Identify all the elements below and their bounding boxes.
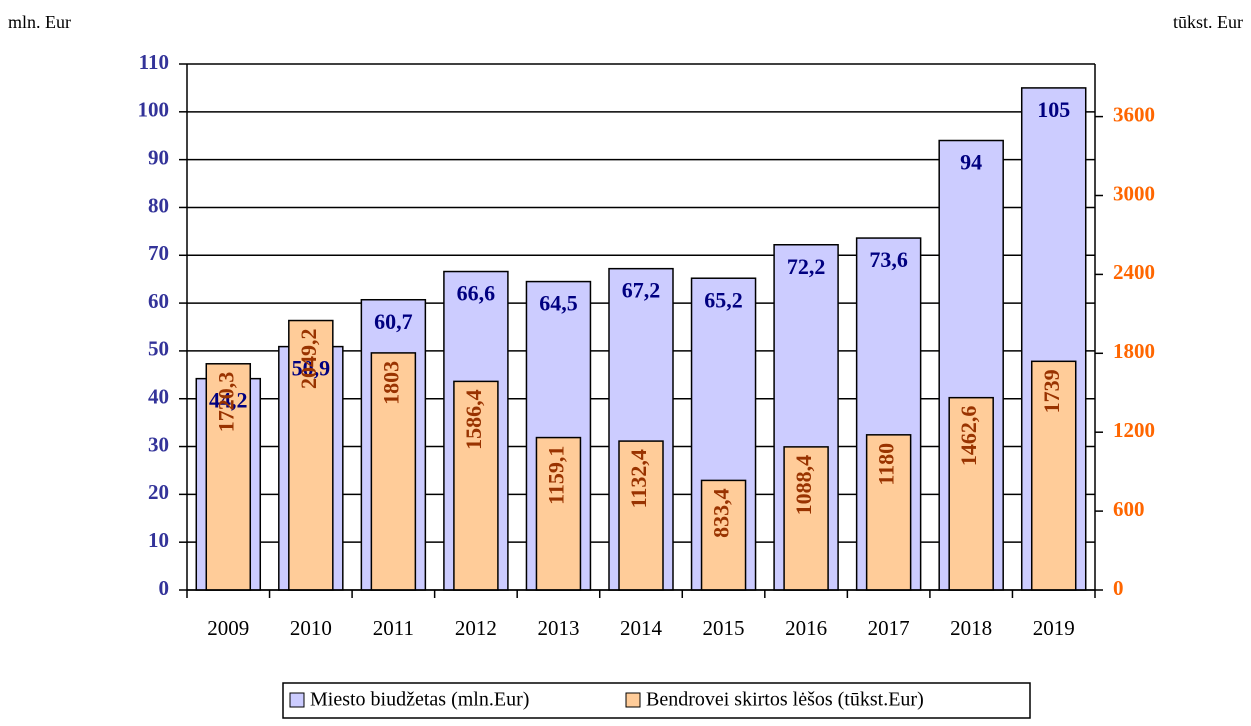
- y-tick-label: 110: [139, 50, 169, 74]
- x-tick-label: 2013: [537, 616, 579, 640]
- bar: [948, 396, 994, 591]
- data-label: 2049,2: [296, 329, 321, 390]
- data-label: 1739: [1039, 369, 1064, 413]
- legend-label: Bendrovei skirtos lėšos (tūkst.Eur): [646, 689, 924, 711]
- bar: [453, 380, 499, 591]
- data-label: 1803: [378, 361, 403, 405]
- x-tick-label: 2019: [1033, 616, 1075, 640]
- y-tick-label: 40: [148, 385, 169, 409]
- y2-tick-label: 3600: [1113, 102, 1155, 126]
- data-label: 60,7: [374, 309, 413, 334]
- data-label: 66,6: [457, 281, 496, 306]
- bar: [370, 352, 417, 591]
- bar: [1030, 360, 1077, 591]
- data-label: 1720,3: [213, 372, 238, 433]
- legend-label: Miesto biudžetas (mln.Eur): [310, 689, 529, 711]
- data-label: 1462,6: [956, 406, 981, 467]
- data-label: 105: [1037, 97, 1070, 122]
- y2-tick-label: 1800: [1113, 339, 1155, 363]
- data-label: 72,2: [787, 254, 826, 279]
- data-label: 65,2: [704, 287, 743, 312]
- data-label: 67,2: [622, 278, 661, 303]
- bar: [783, 446, 829, 591]
- y-tick-label: 80: [148, 193, 169, 217]
- data-label: 1180: [874, 443, 899, 486]
- x-tick-label: 2012: [455, 616, 497, 640]
- data-label: 50,9: [292, 356, 331, 381]
- bar: [205, 363, 252, 591]
- y-tick-label: 20: [148, 480, 169, 504]
- y2-tick-label: 1200: [1113, 418, 1155, 442]
- data-label: 1132,4: [626, 449, 651, 508]
- y-tick-label: 70: [148, 241, 169, 265]
- x-tick-label: 2009: [207, 616, 249, 640]
- bar: [865, 434, 912, 591]
- x-tick-label: 2015: [703, 616, 745, 640]
- y2-tick-label: 3000: [1113, 181, 1155, 205]
- x-tick-label: 2018: [950, 616, 992, 640]
- y-tick-label: 0: [159, 576, 170, 600]
- y-tick-label: 30: [148, 432, 169, 456]
- y-tick-label: 50: [148, 337, 169, 361]
- bar: [288, 319, 334, 591]
- data-label: 1088,4: [791, 455, 816, 515]
- x-tick-label: 2014: [620, 616, 663, 640]
- y-tick-label: 60: [148, 289, 169, 313]
- data-label: 1159,1: [544, 446, 569, 505]
- data-label: 94: [960, 150, 982, 175]
- x-tick-label: 2011: [373, 616, 414, 640]
- legend-swatch: [625, 692, 641, 708]
- y-tick-label: 10: [148, 528, 169, 552]
- x-tick-label: 2010: [290, 616, 332, 640]
- legend-swatch: [289, 692, 305, 708]
- y2-tick-label: 2400: [1113, 260, 1155, 284]
- legend-box: [282, 682, 1031, 719]
- bar: [535, 436, 582, 591]
- x-tick-label: 2017: [868, 616, 910, 640]
- data-label: 64,5: [539, 291, 578, 316]
- x-tick-label: 2016: [785, 616, 827, 640]
- y2-tick-label: 600: [1113, 497, 1145, 521]
- data-label: 1586,4: [461, 389, 486, 450]
- y-tick-label: 90: [148, 145, 169, 169]
- y2-tick-label: 0: [1113, 576, 1124, 600]
- y-tick-label: 100: [138, 98, 170, 122]
- y2-axis-label: tūkst. Eur: [1173, 12, 1243, 32]
- y-axis-label: mln. Eur: [8, 12, 71, 32]
- data-label: 44,2: [209, 388, 248, 413]
- data-label: 73,6: [869, 247, 908, 272]
- data-label: 833,4: [709, 488, 734, 538]
